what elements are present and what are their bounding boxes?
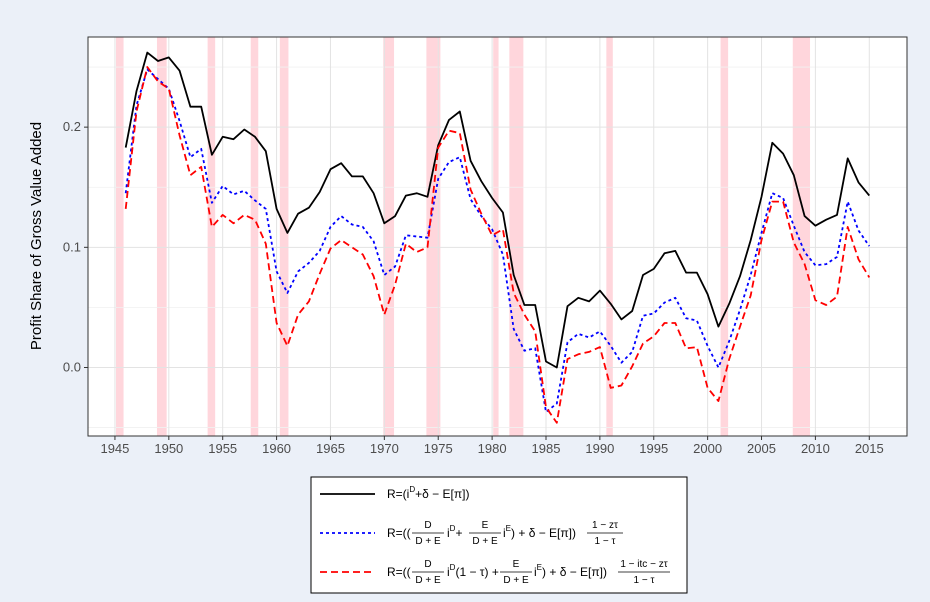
legend-label-1: R=(iD+δ − E[π]) <box>387 485 469 501</box>
recession-band-9 <box>509 37 524 436</box>
series-lines <box>124 51 871 424</box>
legend-box <box>310 476 688 594</box>
legend-label-2-mid1: iD+ <box>447 524 462 540</box>
recession-band-3 <box>207 37 216 436</box>
legend: R=(iD+δ − E[π]) R=(( D D + E iD+ E D + E… <box>310 476 688 594</box>
legend-3-frac1-num: D <box>424 559 431 570</box>
x-tick-label-1960: 1960 <box>262 441 291 456</box>
legend-item-3: R=(( D D + E iD(1 − τ) + E D + E iE) + δ… <box>320 559 670 586</box>
recession-band-7 <box>426 37 441 436</box>
x-tick-label-2015: 2015 <box>855 441 884 456</box>
legend-3-frac3-den: 1 − τ <box>634 575 655 586</box>
x-tick-label-2000: 2000 <box>693 441 722 456</box>
recession-band-2 <box>156 37 167 436</box>
legend-3-frac2-num: E <box>513 559 520 570</box>
x-tick-label-1970: 1970 <box>370 441 399 456</box>
recession-band-12 <box>792 37 811 436</box>
x-tick-label-2010: 2010 <box>801 441 830 456</box>
x-axis: 1945 1950 1955 1960 1965 1970 1975 1980 1985 1990… <box>100 436 884 456</box>
recession-band-11 <box>720 37 729 436</box>
recession-band-5 <box>279 37 289 436</box>
x-tick-label-1965: 1965 <box>316 441 345 456</box>
x-tick-label-1955: 1955 <box>208 441 237 456</box>
legend-item-1: R=(iD+δ − E[π]) <box>320 485 469 501</box>
y-tick-label-1: 0.1 <box>63 239 81 254</box>
recession-band-1 <box>116 37 124 436</box>
legend-label-3-mid1: iD(1 − τ) + <box>447 563 499 579</box>
series-line-2 <box>124 68 871 413</box>
gridlines <box>88 37 907 436</box>
legend-3-frac2-den: D + E <box>503 575 529 586</box>
legend-2-frac2-den: D + E <box>472 536 498 547</box>
legend-2-frac3-num: 1 − zτ <box>592 520 618 531</box>
legend-label-2-tail: iE) + δ − E[π]) <box>503 524 576 540</box>
recession-band-10 <box>606 37 613 436</box>
recession-band-6 <box>383 37 395 436</box>
y-axis: 0.0 0.1 0.2 <box>63 119 88 374</box>
recession-band-4 <box>250 37 259 436</box>
legend-2-frac2-num: E <box>482 520 489 531</box>
y-tick-label-0: 0.0 <box>63 359 81 374</box>
legend-label-2-lead: R=(( <box>387 526 411 540</box>
x-tick-label-1975: 1975 <box>424 441 453 456</box>
legend-2-frac1-num: D <box>424 520 431 531</box>
legend-3-frac3-num: 1 − itc − zτ <box>620 559 667 570</box>
legend-item-2: R=(( D D + E iD+ E D + E iE) + δ − E[π])… <box>320 520 623 547</box>
x-tick-label-1950: 1950 <box>154 441 183 456</box>
legend-2-frac1-den: D + E <box>415 536 441 547</box>
x-tick-label-2005: 2005 <box>747 441 776 456</box>
x-tick-label-1995: 1995 <box>639 441 668 456</box>
x-tick-label-1985: 1985 <box>532 441 561 456</box>
y-tick-label-2: 0.2 <box>63 119 81 134</box>
legend-label-3-lead: R=(( <box>387 565 411 579</box>
x-tick-label-1945: 1945 <box>100 441 129 456</box>
series-line-1 <box>124 51 870 369</box>
x-tick-label-1980: 1980 <box>478 441 507 456</box>
x-tick-label-1990: 1990 <box>585 441 614 456</box>
legend-label-3-tail: iE) + δ − E[π]) <box>534 563 607 579</box>
series-line-3 <box>124 66 871 424</box>
legend-3-frac1-den: D + E <box>415 575 441 586</box>
plot-border <box>87 36 908 437</box>
legend-2-frac3-den: 1 − τ <box>595 536 616 547</box>
y-axis-title: Profit Share of Gross Value Added <box>28 122 45 350</box>
